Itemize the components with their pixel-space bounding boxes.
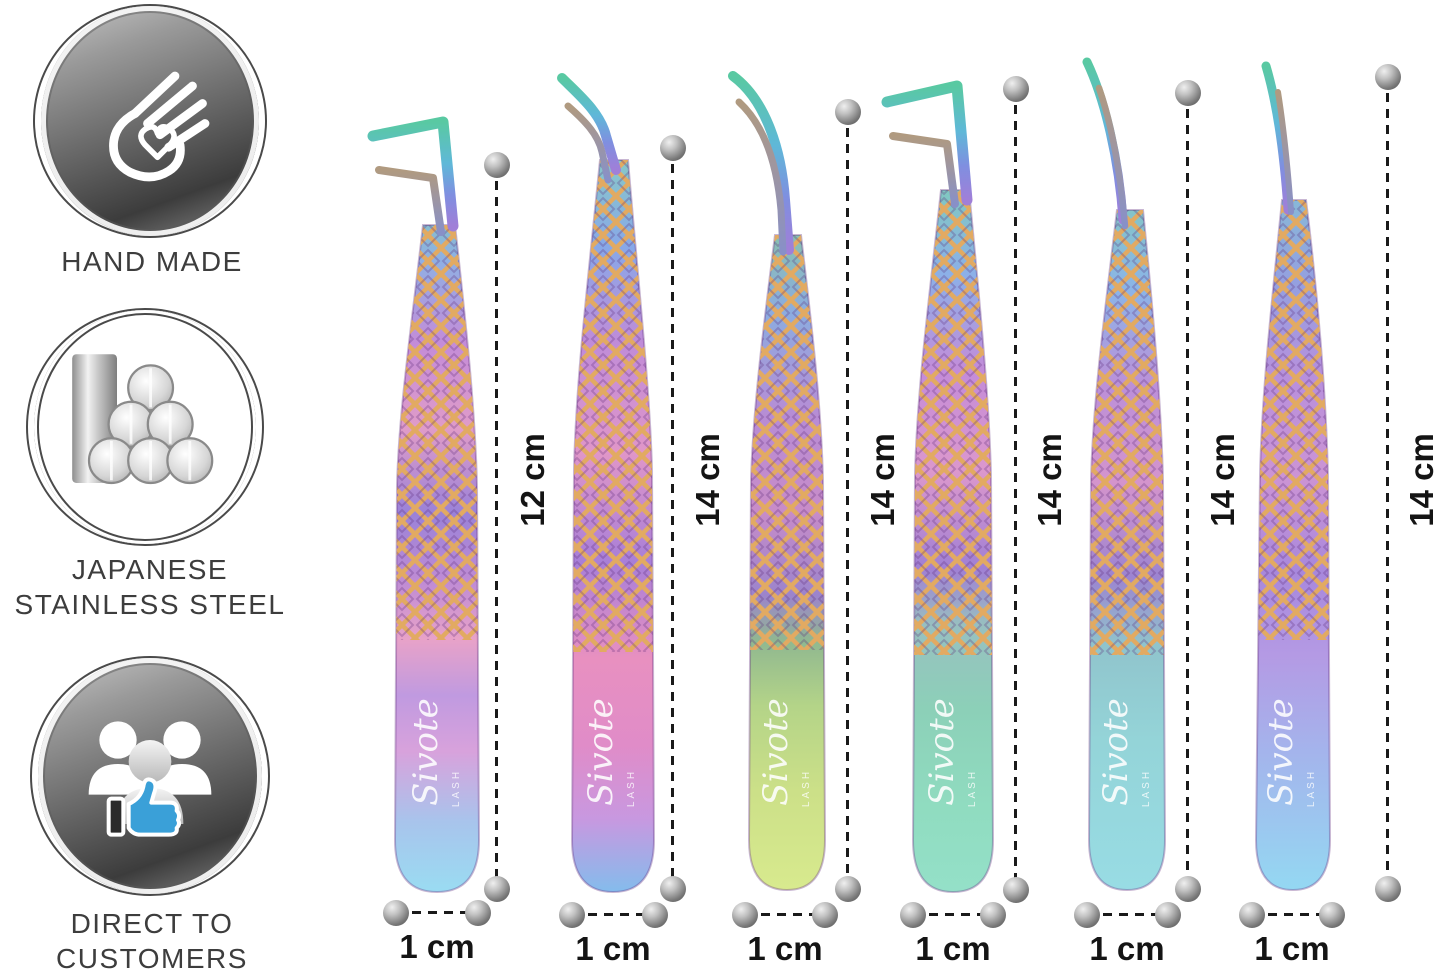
tweezer-6-length-label: 14 cm [1403,433,1436,527]
measure-marker-dot [1239,902,1265,928]
brand-logo: Sivote [922,698,962,806]
measure-marker-dot [559,902,585,928]
measure-marker-dot [1175,80,1201,106]
brand-sub-label: LASH [967,769,978,807]
brand-logo: Sivote [1261,698,1301,806]
tweezer-1-width-label: 1 cm [399,928,475,965]
tweezer-2-angled-45: Sivote LASH [557,73,656,894]
measure-marker-dot [1375,876,1401,902]
measure-marker-dot [1003,76,1029,102]
badge-hand-made-disc [41,6,259,236]
measure-marker-dot [660,876,686,902]
measure-marker-dot [660,135,686,161]
tweezer-3-width-line [745,913,825,916]
brand-logo: Sivote [756,698,796,806]
tweezer-2-width-label: 1 cm [575,930,651,967]
tweezer-6-width-line [1252,913,1332,916]
hand-heart-icon [109,71,210,182]
tweezer-6-straight: Sivote LASH [1254,61,1332,892]
brand-sub-label: LASH [451,769,462,807]
measure-marker-dot [1074,902,1100,928]
measure-marker-dot [484,876,510,902]
tweezer-5-curved: Sivote LASH [1082,57,1167,892]
badge-customers-label-line2: CUSTOMERS [56,943,248,974]
badge-customers-label-line1: DIRECT TO [70,908,234,939]
tweezer-6-width-label: 1 cm [1254,930,1330,967]
badge-direct-to-customers [30,656,270,896]
tweezer-2-width-line [572,913,655,916]
measure-marker-dot [642,902,668,928]
tweezer-2-length-line [671,148,674,889]
brand-sub-label: LASH [1306,769,1317,807]
tweezer-3-width-label: 1 cm [747,930,823,967]
tweezer-3-curved: Sivote LASH [728,71,827,892]
tweezer-1-width-line [396,911,478,914]
measure-marker-dot [383,900,409,926]
brand-sub-label: LASH [801,769,812,807]
badge-steel-label-line2: STAINLESS STEEL [14,589,286,620]
badge-hand-made-label: HAND MADE [61,246,243,277]
tweezer-4-volume-90: Sivote LASH [881,80,995,894]
measure-marker-dot [1003,877,1029,903]
measure-marker-dot [465,900,491,926]
badge-steel-label-line1: JAPANESE [71,554,229,585]
measure-marker-dot [1319,902,1345,928]
badge-customers-disc [38,658,262,894]
measure-marker-dot [900,902,926,928]
customers-thumbs-up-icon [88,721,212,837]
brand-sub-label: LASH [1141,769,1152,807]
tweezer-1-length-line [495,165,498,889]
tweezer-5-length-line [1186,93,1189,889]
measure-marker-dot [1175,876,1201,902]
tweezer-5-width-line [1087,913,1168,916]
tweezer-3-length-line [846,112,849,889]
brand-logo: Sivote [1096,698,1136,806]
tweezer-4-width-label: 1 cm [915,930,991,967]
tweezer-4-length-line [1014,89,1017,889]
brand-sub-label: LASH [626,769,637,807]
brand-logo: Sivote [406,698,446,806]
tweezer-6-length-line [1386,77,1389,889]
tweezer-1-volume-90: Sivote LASH [367,116,481,894]
badge-hand-made [33,4,267,238]
measure-marker-dot [1155,902,1181,928]
steel-rods-icon [72,354,214,485]
measure-marker-dot [484,152,510,178]
measure-marker-dot [1375,64,1401,90]
tweezer-5-width-label: 1 cm [1089,930,1165,967]
measure-marker-dot [812,902,838,928]
badge-steel-disc [34,310,256,544]
measure-marker-dot [835,99,861,125]
brand-logo: Sivote [581,698,621,806]
tweezer-4-width-line [913,913,993,916]
measure-marker-dot [980,902,1006,928]
badge-japanese-stainless-steel [26,308,264,546]
measure-marker-dot [835,876,861,902]
measure-marker-dot [732,902,758,928]
